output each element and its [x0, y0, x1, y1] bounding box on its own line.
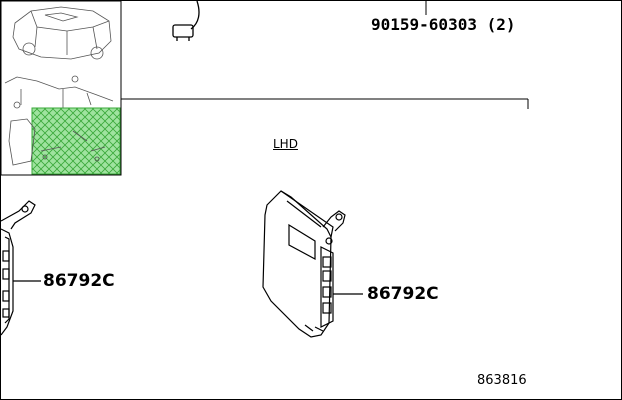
connector-icon [172, 1, 200, 41]
right-control-module-icon [262, 190, 346, 338]
right-part-code: 86792C [367, 284, 439, 304]
fastener-part-number-text: 90159-60303 [371, 15, 477, 34]
left-control-module-icon [1, 200, 36, 336]
fastener-quantity: (2) [486, 15, 516, 34]
harness-icon [4, 75, 114, 109]
left-part-code: 86792C [43, 271, 115, 291]
highlight-area [31, 107, 121, 175]
locator-inset [1, 1, 122, 176]
illustration-number: 863816 [477, 373, 527, 388]
variant-label: LHD [273, 137, 298, 151]
vehicle-sketch-icon [12, 6, 112, 60]
fastener-part-number: 90159-60303 (2) [371, 15, 516, 34]
